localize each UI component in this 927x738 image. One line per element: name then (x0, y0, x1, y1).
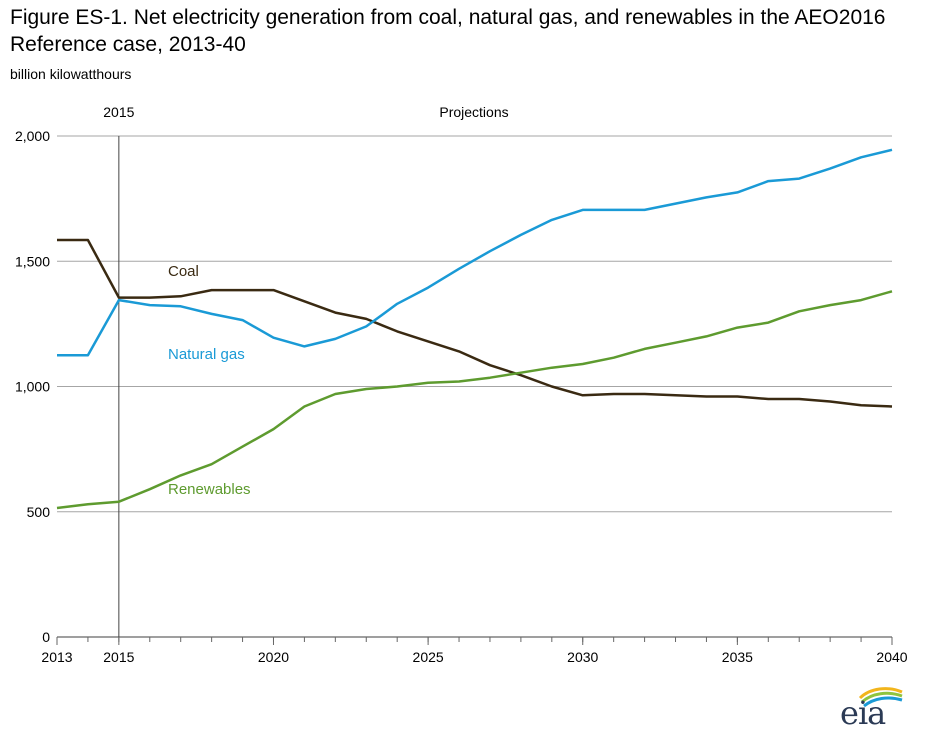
x-tick-label: 2030 (567, 649, 598, 665)
series-labels: Coal Natural gas Renewables (168, 263, 251, 498)
x-axis: 2013 2015 2020 2025 2030 2035 2040 (41, 636, 908, 665)
grid-lines (57, 135, 892, 513)
series-lines (56, 148, 893, 510)
chart-title: Figure ES-1. Net electricity generation … (10, 6, 886, 56)
projections-label: Projections (439, 104, 508, 120)
eia-logo-mark (858, 687, 903, 708)
x-tick-label: 2015 (103, 649, 134, 665)
y-axis-unit-label: billion kilowatthours (10, 66, 132, 82)
natural-gas-series-line (57, 148, 893, 357)
natural-gas-label: Natural gas (168, 346, 245, 363)
eia-logo-text: eia (840, 694, 886, 732)
x-tick-label: 2025 (413, 649, 444, 665)
y-tick-label: 1,000 (15, 379, 50, 395)
x-tick-label: 2040 (876, 649, 907, 665)
coal-series-line (57, 238, 893, 408)
projection-divider: 2015 Projections (103, 104, 509, 637)
y-tick-labels: 0 500 1,000 1,500 2,000 (15, 128, 50, 645)
y-tick-label: 500 (27, 504, 51, 520)
y-tick-label: 1,500 (15, 253, 50, 269)
coal-label: Coal (168, 263, 199, 280)
x-tick-label: 2013 (41, 649, 72, 665)
eia-logo: eia (840, 684, 910, 732)
y-tick-label: 2,000 (15, 128, 50, 144)
y-tick-label: 0 (42, 629, 50, 645)
divider-year-label: 2015 (103, 104, 134, 120)
renewables-label: Renewables (168, 481, 251, 498)
renewables-series-line (56, 290, 893, 510)
x-tick-label: 2035 (722, 649, 753, 665)
x-tick-label: 2020 (258, 649, 289, 665)
